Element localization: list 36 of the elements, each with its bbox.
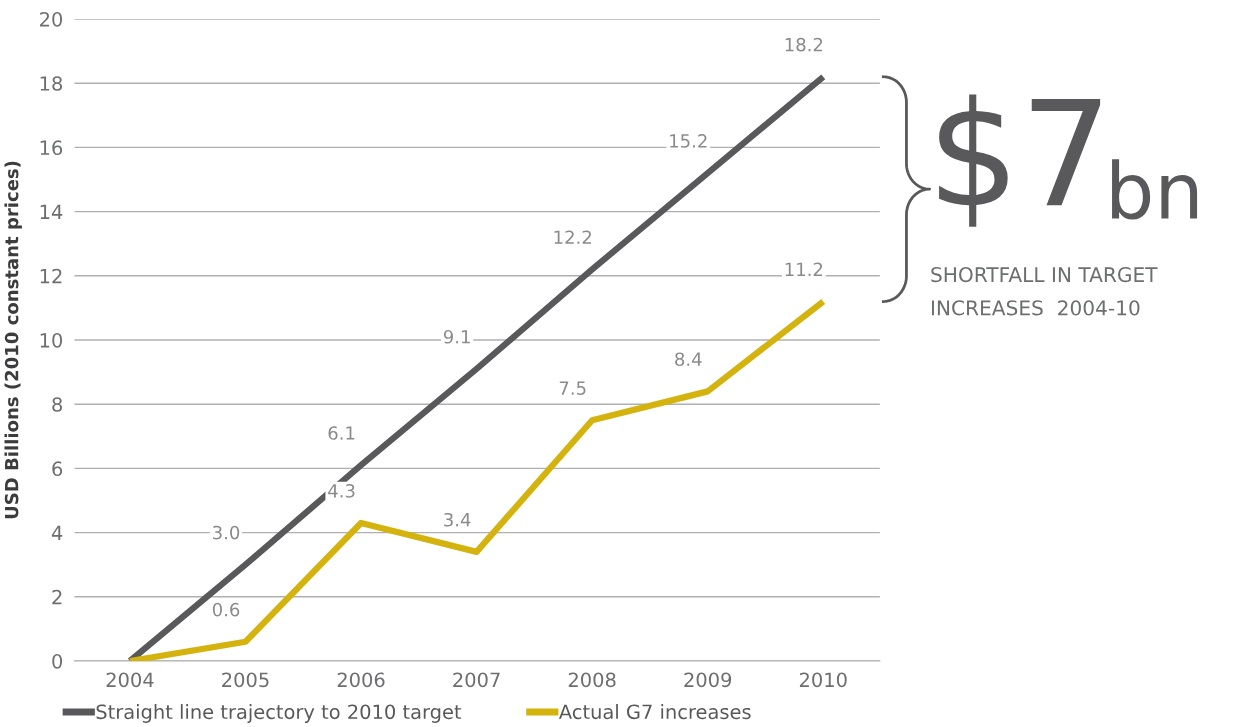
data-label: 15.2	[670, 134, 707, 148]
y-tick-label: 6	[52, 461, 63, 477]
text: SHORTFALL IN TARGET INCREASES 2004-10	[931, 266, 1158, 316]
x-tick-label: 2006	[337, 672, 385, 688]
y-tick-label: 2	[52, 589, 62, 605]
y-tick-label: 10	[40, 332, 63, 348]
y-tick-label: 16	[40, 140, 63, 156]
x-tick-label: 2008	[568, 672, 616, 688]
y-tick-label: 4	[51, 525, 63, 540]
y-tick-label: 20	[40, 11, 63, 27]
y-tick-label: 12	[40, 268, 62, 284]
x-tick-label: 2010	[799, 672, 847, 688]
legend-label: Actual G7 increases	[558, 704, 751, 720]
x-tick-label: 2007	[453, 672, 500, 688]
y-axis-title: USD Billions (2010 constant prices)	[4, 161, 22, 519]
legend-label: Straight line trajectory to 2010 target	[96, 704, 462, 723]
data-label: 11.2	[785, 262, 823, 276]
y-tick-label: 8	[52, 397, 63, 412]
y-tick-label: 0	[52, 653, 63, 669]
y-tick-label: 14	[40, 204, 63, 219]
x-tick-label: 2005	[222, 672, 269, 688]
data-label: 12.2	[554, 230, 591, 244]
data-label: 8.4	[675, 352, 702, 367]
text: $7	[939, 94, 1101, 227]
y-tick-label: 18	[40, 76, 63, 91]
data-label: 7.5	[559, 381, 586, 395]
data-label: 6.1	[328, 426, 355, 440]
data-label: 3.0	[213, 525, 240, 540]
data-label: 0.6	[212, 602, 240, 617]
data-label: 3.4	[444, 512, 471, 527]
x-tick-label: 2004	[106, 672, 154, 688]
text: bn	[1112, 159, 1198, 220]
x-tick-label: 2009	[684, 672, 732, 688]
data-label: 9.1	[443, 329, 470, 344]
data-label: 18.2	[785, 37, 823, 52]
data-label: 4.3	[328, 484, 355, 498]
